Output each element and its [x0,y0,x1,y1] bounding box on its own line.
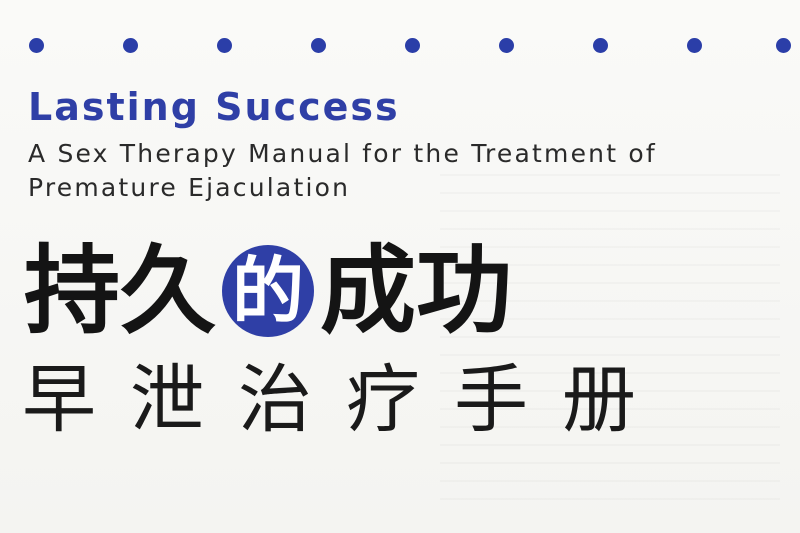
english-subtitle-line-1: A Sex Therapy Manual for the Treatment o… [28,139,657,168]
decorative-dot [776,38,791,53]
chinese-title: 持 久 的 成 功 [24,236,512,346]
chinese-title-char: 成 [320,234,416,347]
chinese-title-badge-char: 的 [222,245,314,337]
decorative-dot [593,38,608,53]
decorative-dot [217,38,232,53]
english-title: Lasting Success [28,85,400,129]
chinese-title-char: 功 [416,234,512,347]
chinese-title-char: 持 [24,234,120,347]
decorative-dot [29,38,44,53]
chinese-title-char: 久 [120,234,216,347]
decorative-dot [311,38,326,53]
decorative-dot [499,38,514,53]
english-subtitle-line-2: Premature Ejaculation [28,173,351,202]
decorative-dot [405,38,420,53]
decorative-dot [687,38,702,53]
chinese-subtitle: 早泄治疗手册 [22,357,670,443]
decorative-dot [123,38,138,53]
dot-row [0,0,800,90]
